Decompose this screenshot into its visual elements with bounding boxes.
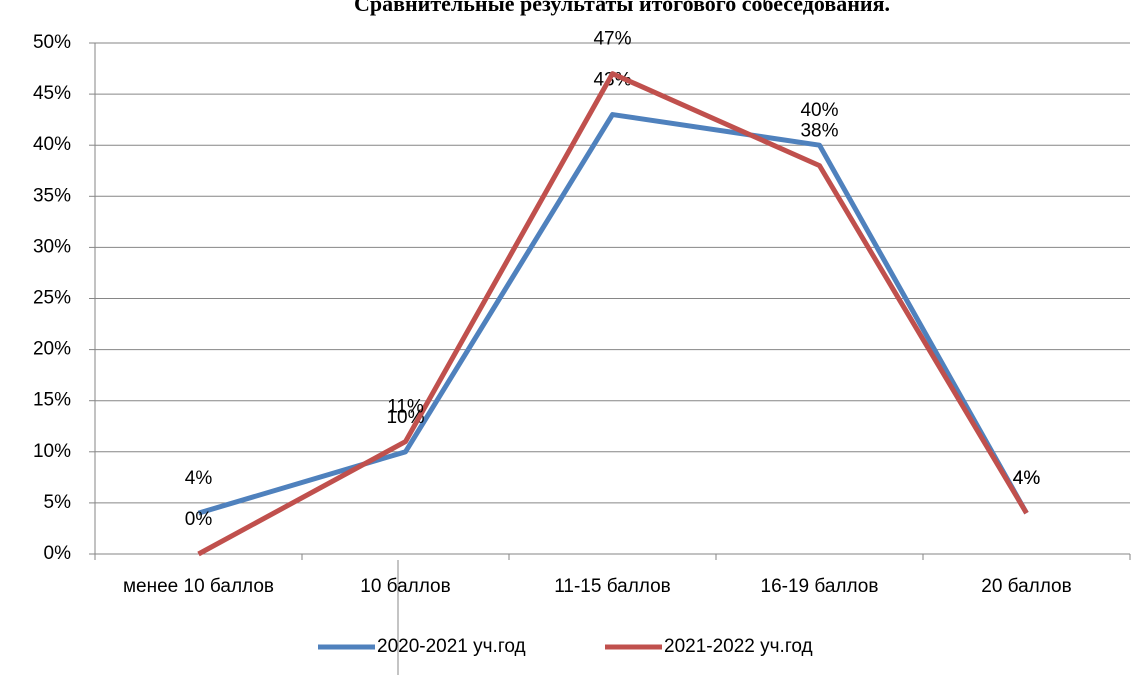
x-tick-label: 10 баллов (360, 576, 450, 597)
legend-label: 2021-2022 уч.год (664, 636, 813, 657)
line-series (197, 71, 1029, 557)
x-tick-label: 11-15 баллов (554, 576, 671, 597)
data-label: 43% (593, 70, 631, 91)
y-tick-label: 35% (33, 185, 71, 206)
x-tick-label: менее 10 баллов (123, 576, 274, 597)
data-label: 4% (1013, 468, 1041, 489)
y-tick-label: 10% (33, 441, 71, 462)
y-tick-label: 20% (33, 339, 71, 360)
data-label: 40% (800, 100, 838, 121)
y-tick-label: 40% (33, 134, 71, 155)
x-tick-label: 16-19 баллов (761, 576, 879, 597)
y-tick-label: 50% (33, 32, 71, 53)
data-label: 11% (387, 397, 424, 418)
line-series (197, 112, 1029, 516)
data-label: 47% (593, 29, 631, 50)
y-tick-label: 25% (33, 288, 71, 309)
data-label: 0% (185, 509, 213, 530)
y-tick-label: 15% (33, 390, 71, 411)
data-label: 4% (185, 468, 213, 489)
chart-title: Сравнительные результаты итогового собес… (354, 0, 890, 16)
y-tick-label: 5% (44, 492, 72, 513)
data-label: 38% (800, 121, 838, 142)
data-label: 4% (1013, 468, 1041, 489)
x-tick-label: 20 баллов (981, 576, 1071, 597)
y-tick-label: 0% (44, 543, 72, 564)
y-tick-label: 30% (33, 236, 71, 257)
legend-label: 2020-2021 уч.год (377, 636, 526, 657)
y-tick-label: 45% (33, 83, 71, 104)
